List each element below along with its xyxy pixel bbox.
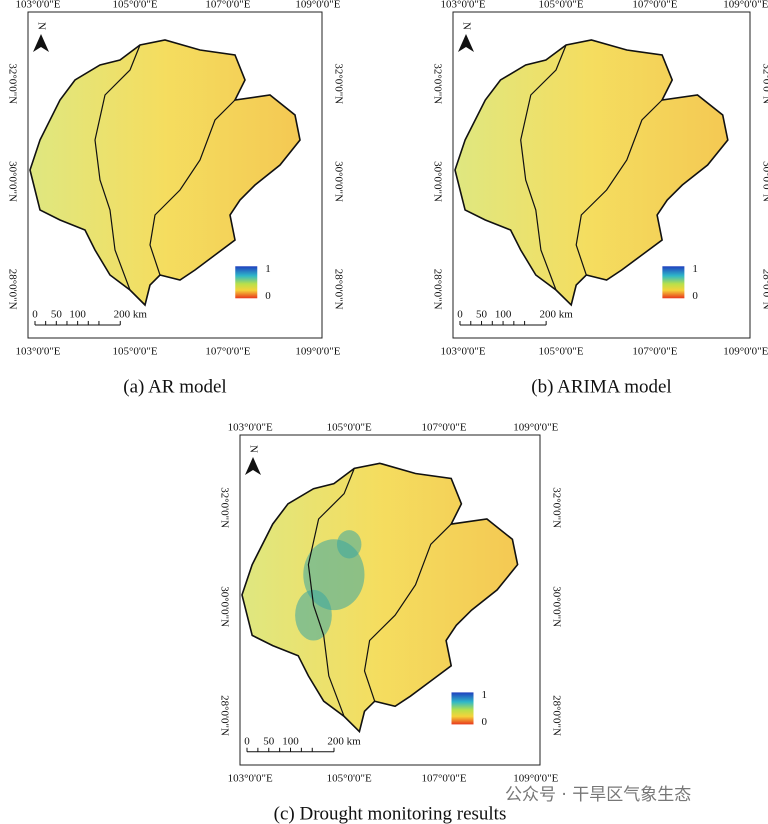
lon-label: 103°0'0"E (15, 346, 60, 358)
scale-label: 100 (282, 735, 299, 747)
lon-label: 103°0'0"E (441, 346, 486, 358)
lat-label: 32°0'0"N (760, 63, 768, 104)
region-boundary (94, 44, 141, 291)
wet-patch (336, 530, 362, 559)
scale-label: 100 (495, 308, 512, 320)
legend-max: 1 (482, 689, 488, 701)
lat-label: 30°0'0"N (431, 161, 443, 202)
study-area (241, 462, 519, 734)
lat-label: 30°0'0"N (6, 161, 18, 202)
legend-min: 0 (482, 716, 488, 728)
lon-label: 105°0'0"E (327, 422, 372, 434)
lon-label: 107°0'0"E (632, 346, 677, 358)
lon-label: 103°0'0"E (228, 422, 273, 434)
north-arrow (33, 34, 49, 52)
watermark: 公众号 · 干旱区气象生态 (505, 785, 691, 805)
region-boundary (307, 468, 355, 717)
lon-label: 107°0'0"E (421, 773, 466, 785)
legend-max: 1 (265, 263, 271, 275)
lat-label: 28°0'0"N (550, 695, 562, 736)
legend-ramp (451, 692, 474, 725)
lon-label: 107°0'0"E (205, 346, 250, 358)
north-arrow (458, 34, 474, 52)
lon-label: 107°0'0"E (632, 0, 677, 11)
lon-label: 105°0'0"E (539, 346, 584, 358)
lat-label: 32°0'0"N (550, 487, 562, 528)
lon-label: 109°0'0"E (723, 0, 768, 11)
lat-label: 28°0'0"N (760, 269, 768, 310)
scale-label: 200 km (327, 735, 361, 747)
lon-label: 109°0'0"E (513, 422, 558, 434)
lat-label: 32°0'0"N (431, 63, 443, 104)
wet-patch (295, 589, 332, 641)
scale-label: 200 km (539, 308, 573, 320)
lon-label: 103°0'0"E (15, 0, 60, 11)
lon-label: 105°0'0"E (327, 773, 372, 785)
lon-label: 109°0'0"E (295, 0, 340, 11)
lon-label: 105°0'0"E (112, 346, 157, 358)
lat-label: 32°0'0"N (6, 63, 18, 104)
legend-ramp (662, 266, 685, 299)
lat-label: 32°0'0"N (332, 63, 344, 104)
lon-label: 103°0'0"E (441, 0, 486, 11)
legend-ramp (235, 266, 258, 299)
lon-label: 109°0'0"E (513, 773, 558, 785)
lat-label: 28°0'0"N (431, 269, 443, 310)
panel-caption: (b) ARIMA model (531, 376, 671, 397)
scale-label: 0 (457, 308, 463, 320)
scale-label: 50 (263, 735, 275, 747)
lon-label: 109°0'0"E (295, 346, 340, 358)
study-area (29, 39, 301, 307)
lon-label: 103°0'0"E (228, 773, 273, 785)
lat-label: 30°0'0"N (218, 586, 230, 627)
lon-label: 105°0'0"E (112, 0, 157, 11)
lat-label: 28°0'0"N (332, 269, 344, 310)
scale-label: 0 (32, 308, 38, 320)
lat-label: 28°0'0"N (6, 269, 18, 310)
panel-caption: (c) Drought monitoring results (274, 803, 507, 824)
lon-label: 107°0'0"E (205, 0, 250, 11)
map-panel: 103°0'0"E 103°0'0"E 105°0'0"E 105°0'0"E 107°… (6, 0, 344, 397)
scale-label: 0 (244, 735, 250, 747)
legend-min: 0 (692, 290, 698, 302)
lon-label: 109°0'0"E (723, 346, 768, 358)
region-boundary (363, 523, 452, 702)
legend-max: 1 (692, 263, 698, 275)
scale-label: 50 (51, 308, 63, 320)
north-label: N (35, 22, 47, 30)
map-panel: 103°0'0"E 103°0'0"E 105°0'0"E 105°0'0"E 107°… (431, 0, 768, 397)
lat-label: 30°0'0"N (760, 161, 768, 202)
study-area (454, 39, 729, 307)
scale-label: 50 (476, 308, 488, 320)
map-panel: 103°0'0"E 103°0'0"E 105°0'0"E 105°0'0"E 107°… (218, 422, 562, 824)
lat-label: 30°0'0"N (550, 586, 562, 627)
scale-label: 200 km (114, 308, 148, 320)
region-boundary (149, 99, 236, 276)
region-boundary (520, 44, 567, 291)
lat-label: 32°0'0"N (218, 487, 230, 528)
lat-label: 28°0'0"N (218, 695, 230, 736)
lat-label: 30°0'0"N (332, 161, 344, 202)
legend-min: 0 (265, 290, 271, 302)
panel-caption: (a) AR model (123, 376, 226, 397)
north-arrow (245, 457, 261, 475)
lon-label: 107°0'0"E (421, 422, 466, 434)
north-label: N (460, 22, 472, 30)
north-label: N (247, 445, 259, 453)
region-boundary (575, 99, 663, 276)
lon-label: 105°0'0"E (539, 0, 584, 11)
scale-label: 100 (69, 308, 86, 320)
